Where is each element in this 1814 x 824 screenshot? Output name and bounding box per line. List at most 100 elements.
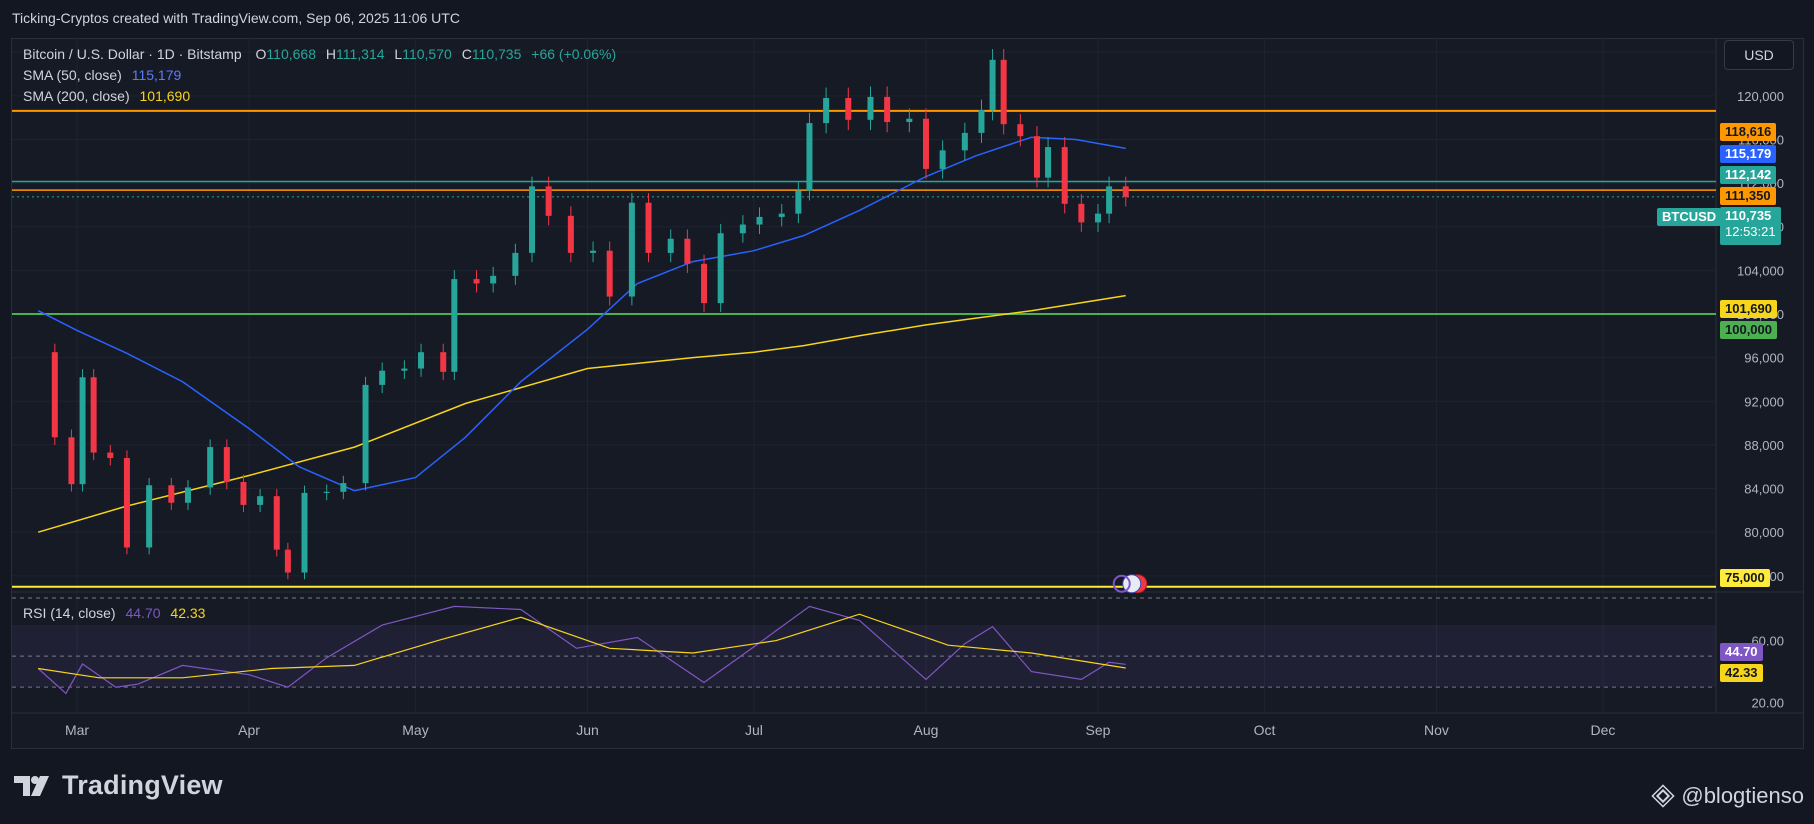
candle-body — [223, 447, 230, 482]
high-label: H — [325, 46, 336, 62]
candle-body — [107, 452, 114, 458]
candle-body — [845, 98, 852, 120]
candle-body — [545, 186, 552, 216]
candle-body — [795, 190, 802, 214]
tag-level-112: 112,142 — [1720, 166, 1777, 184]
countdown-value: 12:53:21 — [1725, 224, 1776, 239]
sma200-label: SMA (200, close) — [23, 88, 130, 104]
open-label: O — [255, 46, 267, 62]
candle-body — [184, 487, 191, 503]
candle-body — [512, 252, 519, 276]
candle-body — [168, 485, 175, 503]
tradingview-logo[interactable]: TradingView — [14, 770, 223, 801]
tag-support-100k: 100,000 — [1720, 321, 1777, 339]
candle-body — [273, 496, 280, 550]
candle-body — [567, 215, 574, 253]
candle-body — [379, 370, 386, 385]
author-watermark: @blogtienso — [1651, 783, 1804, 809]
candle-body — [240, 482, 247, 505]
high-value: 111,314 — [336, 46, 385, 62]
tradingview-brand: TradingView — [62, 770, 223, 800]
candle-body — [146, 485, 153, 548]
candle-body — [701, 263, 708, 304]
candle-body — [823, 98, 830, 124]
tag-symbol: BTCUSD — [1657, 208, 1722, 226]
tag-rsi-value: 44.70 — [1720, 643, 1763, 661]
rsi-ma-value: 42.33 — [170, 605, 206, 621]
x-tick-label: Dec — [1590, 722, 1615, 738]
x-tick-label: Mar — [65, 722, 89, 738]
candle-body — [207, 447, 214, 488]
candle-body — [1033, 136, 1040, 178]
candle-body — [922, 118, 929, 169]
rsi-line — [37, 605, 1126, 695]
price-chart[interactable]: 124,000120,000116,000112,000108,000104,0… — [0, 0, 1814, 750]
symbol-name: Bitcoin / U.S. Dollar · 1D · Bitstamp — [23, 46, 242, 62]
candle-body — [284, 549, 291, 573]
candle-body — [90, 377, 97, 453]
x-tick-label: Apr — [238, 722, 260, 738]
footer — [0, 750, 1814, 824]
candle-body — [1017, 124, 1024, 137]
sma200-legend[interactable]: SMA (200, close) 101,690 — [23, 88, 190, 104]
sma50-legend[interactable]: SMA (50, close) 115,179 — [23, 67, 181, 83]
rsi-legend[interactable]: RSI (14, close) 44.70 42.33 — [23, 605, 205, 621]
low-value: 110,570 — [402, 46, 452, 62]
candle-body — [645, 202, 652, 253]
x-tick-label: Jun — [576, 722, 599, 738]
candle-body — [684, 238, 691, 264]
sma50-label: SMA (50, close) — [23, 67, 122, 83]
rsi-value: 44.70 — [125, 605, 161, 621]
event-marker-icon — [1112, 574, 1131, 593]
x-tick-label: Sep — [1086, 722, 1111, 738]
open-value: 110,668 — [266, 46, 316, 62]
candle-body — [340, 483, 347, 492]
candle-body — [884, 96, 891, 122]
change-value: +66 (+0.06%) — [531, 46, 617, 62]
watermark-text: @blogtienso — [1681, 783, 1804, 808]
candle-body — [1095, 213, 1101, 223]
tag-sma200: 101,690 — [1720, 300, 1777, 318]
rsi-ma-line — [38, 613, 1126, 679]
x-tick-label: Oct — [1254, 722, 1276, 738]
candle-body — [1106, 186, 1113, 214]
tag-support-75k: 75,000 — [1720, 569, 1770, 587]
candle-body — [1061, 147, 1068, 204]
candle-body — [606, 250, 613, 297]
candle-body — [51, 352, 58, 438]
sma50-value: 115,179 — [131, 67, 182, 83]
x-tick-label: Aug — [914, 722, 939, 738]
candle-body — [529, 186, 536, 253]
candle-body — [401, 368, 408, 371]
low-label: L — [394, 46, 403, 62]
candle-body — [806, 123, 813, 191]
candle-body — [939, 150, 946, 169]
candle-body — [717, 233, 724, 304]
candle-body — [590, 250, 597, 253]
y-tick-label: 88,000 — [1744, 438, 1784, 453]
tag-last-price: 110,735 12:53:21 — [1720, 207, 1781, 245]
sma200-value: 101,690 — [139, 88, 191, 104]
top-credit-bar: Ticking-Cryptos created with TradingView… — [0, 0, 1814, 38]
candle-body — [756, 216, 763, 225]
candle-body — [628, 202, 635, 297]
candle-body — [989, 59, 996, 110]
candle-body — [1078, 203, 1085, 223]
y-tick-label: 92,000 — [1744, 394, 1784, 409]
x-tick-label: Jul — [745, 722, 763, 738]
tag-rsi-ma-value: 42.33 — [1720, 664, 1763, 682]
x-tick-label: Nov — [1424, 722, 1449, 738]
currency-button[interactable]: USD — [1724, 40, 1794, 70]
last-price-value: 110,735 — [1725, 208, 1772, 223]
tag-level-111: 111,350 — [1720, 187, 1776, 205]
y-tick-label: 96,000 — [1744, 351, 1784, 366]
y-tick-label: 104,000 — [1737, 263, 1784, 278]
candle-body — [1000, 59, 1007, 125]
candle-body — [123, 458, 130, 548]
candle-body — [362, 384, 369, 484]
rsi-tick-label: 20.00 — [1751, 696, 1784, 711]
candle-body — [961, 132, 968, 151]
binance-icon — [1651, 784, 1676, 808]
candle-body — [440, 352, 447, 372]
symbol-legend: Bitcoin / U.S. Dollar · 1D · Bitstamp O1… — [23, 46, 616, 62]
